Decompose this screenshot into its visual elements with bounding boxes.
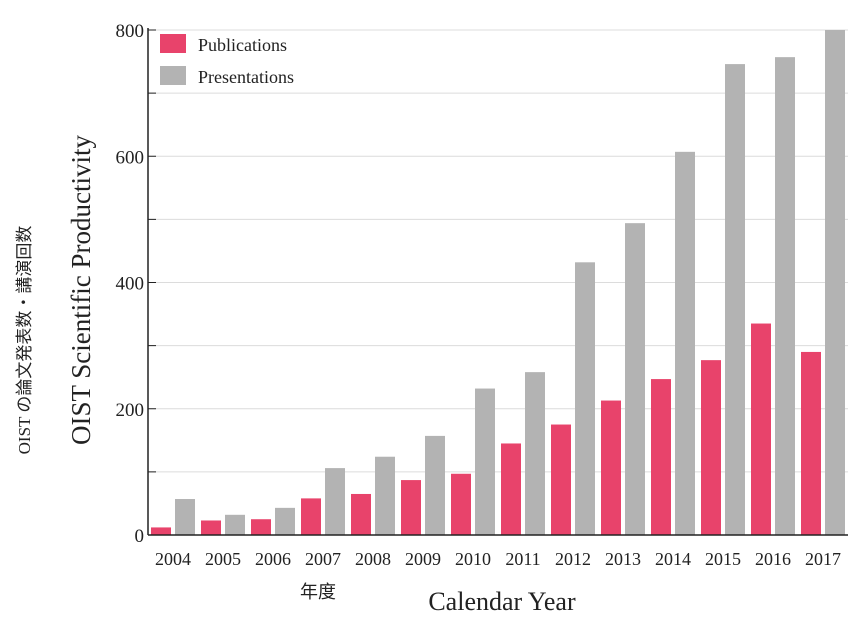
x-axis-title-japanese: 年度 [300, 582, 336, 602]
bar-publications-2006 [251, 519, 271, 535]
x-tick-label: 2010 [455, 549, 491, 569]
bar-publications-2005 [201, 520, 221, 535]
bar-presentations-2012 [575, 262, 595, 535]
bars [151, 30, 845, 536]
bar-presentations-2005 [225, 514, 245, 535]
bar-publications-2014 [651, 379, 671, 535]
bar-publications-2010 [451, 473, 471, 535]
bar-publications-2009 [401, 480, 421, 535]
y-ticks: 0 200 400 600 800 [116, 21, 156, 547]
x-tick-label: 2004 [155, 549, 191, 569]
y-tick-label: 400 [116, 274, 145, 295]
bar-presentations-2007 [325, 468, 345, 535]
bar-publications-2013 [601, 400, 621, 535]
legend-label-presentations: Presentations [198, 67, 294, 87]
bar-publications-2017 [801, 351, 821, 535]
bar-publications-2008 [351, 493, 371, 535]
x-ticks: 2004 2005 2006 2007 2008 2009 2010 2011 2012 2013… [155, 549, 841, 569]
bar-presentations-2016 [775, 57, 795, 536]
bar-presentations-2011 [525, 372, 545, 535]
bar-presentations-2010 [475, 388, 495, 535]
x-tick-label: 2014 [655, 549, 691, 569]
bar-publications-2016 [751, 323, 771, 535]
bar-publications-2007 [301, 498, 321, 535]
x-tick-label: 2015 [705, 549, 741, 569]
bar-presentations-2004 [175, 499, 195, 535]
bar-publications-2011 [501, 443, 521, 535]
bar-presentations-2006 [275, 507, 295, 535]
x-tick-label: 2017 [805, 549, 841, 569]
gridlines [148, 29, 848, 473]
x-tick-label: 2005 [205, 549, 241, 569]
x-axis-title: Calendar Year [428, 587, 576, 613]
axes [147, 28, 848, 536]
y-tick-label: 200 [116, 400, 145, 421]
x-tick-label: 2008 [355, 549, 391, 569]
bar-publications-2004 [151, 527, 171, 535]
legend-swatch-presentations [160, 66, 186, 85]
x-tick-label: 2016 [755, 549, 791, 569]
bar-publications-2012 [551, 424, 571, 535]
legend-label-publications: Publications [198, 35, 287, 55]
bar-presentations-2014 [675, 151, 695, 536]
y-axis-title-japanese: OIST の論文発表数・講演回数 [15, 226, 34, 455]
bar-presentations-2009 [425, 435, 445, 535]
y-tick-label: 600 [116, 147, 145, 168]
bar-presentations-2017 [825, 30, 845, 535]
x-tick-label: 2011 [505, 549, 540, 569]
x-tick-label: 2006 [255, 549, 291, 569]
x-tick-label: 2012 [555, 549, 591, 569]
x-tick-label: 2013 [605, 549, 641, 569]
bar-presentations-2013 [625, 223, 645, 535]
y-axis-title: OIST Scientific Productivity [66, 135, 96, 445]
legend: Publications Presentations [160, 34, 294, 87]
x-tick-label: 2009 [405, 549, 441, 569]
bar-presentations-2015 [725, 64, 745, 536]
y-tick-label: 800 [116, 21, 145, 42]
bar-presentations-2008 [375, 456, 395, 535]
x-tick-label: 2007 [305, 549, 341, 569]
y-tick-label: 0 [135, 526, 145, 547]
bar-publications-2015 [701, 360, 721, 535]
legend-swatch-publications [160, 34, 186, 53]
